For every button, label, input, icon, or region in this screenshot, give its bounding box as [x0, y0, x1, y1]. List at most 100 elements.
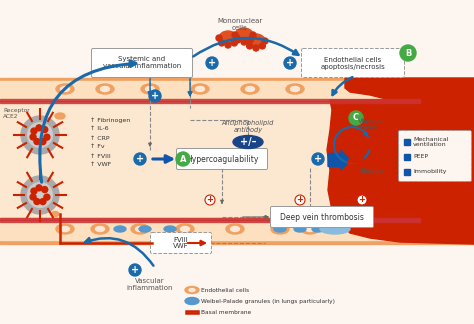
Circle shape [357, 195, 367, 205]
Ellipse shape [56, 84, 74, 94]
Bar [0, 81, 474, 99]
Ellipse shape [146, 87, 155, 91]
Text: Venous
stasis: Venous stasis [358, 118, 383, 131]
Circle shape [241, 39, 247, 45]
Bar [0, 78, 474, 102]
Text: Endothelial cells: Endothelial cells [201, 287, 249, 293]
FancyBboxPatch shape [176, 148, 267, 169]
Text: B: B [405, 49, 411, 57]
Ellipse shape [291, 87, 300, 91]
Ellipse shape [61, 226, 70, 232]
Text: Vascular
inflammation: Vascular inflammation [127, 278, 173, 291]
Text: A: A [180, 155, 186, 164]
Text: Mononuclear
cells: Mononuclear cells [218, 18, 263, 31]
Circle shape [259, 43, 265, 49]
Text: Hypercoagulability: Hypercoagulability [186, 155, 258, 164]
Text: +: + [297, 195, 303, 204]
Text: ↑ CRP: ↑ CRP [90, 135, 109, 141]
Ellipse shape [306, 226, 315, 232]
Bar [404, 139, 410, 145]
Ellipse shape [246, 87, 255, 91]
FancyBboxPatch shape [399, 131, 472, 181]
Circle shape [295, 195, 305, 205]
Text: Mechanical
ventilation: Mechanical ventilation [413, 137, 448, 147]
Text: +: + [314, 154, 322, 164]
Circle shape [349, 111, 363, 125]
Text: ↑ Fibrinogen: ↑ Fibrinogen [90, 117, 130, 123]
Circle shape [34, 139, 40, 145]
Ellipse shape [61, 87, 70, 91]
Polygon shape [345, 78, 474, 101]
Circle shape [232, 32, 238, 38]
Text: Basal membrane: Basal membrane [201, 309, 251, 315]
Circle shape [27, 183, 52, 207]
Circle shape [250, 32, 256, 38]
Ellipse shape [185, 297, 199, 305]
Circle shape [231, 40, 237, 46]
Circle shape [262, 38, 268, 44]
Circle shape [400, 45, 416, 61]
Text: +: + [131, 265, 139, 275]
Ellipse shape [185, 286, 199, 294]
Polygon shape [345, 218, 474, 244]
Circle shape [40, 199, 46, 204]
Text: ↑ IL-6: ↑ IL-6 [90, 126, 109, 132]
Text: +: + [208, 58, 216, 68]
Ellipse shape [131, 224, 149, 234]
Ellipse shape [139, 226, 151, 232]
Ellipse shape [56, 224, 74, 234]
Circle shape [27, 123, 52, 147]
Ellipse shape [247, 34, 265, 48]
Ellipse shape [191, 84, 209, 94]
Text: Sludge: Sludge [360, 168, 384, 174]
FancyBboxPatch shape [271, 206, 374, 227]
Ellipse shape [275, 226, 284, 232]
Ellipse shape [55, 113, 65, 119]
Circle shape [206, 57, 218, 69]
Bar [0, 220, 474, 240]
Ellipse shape [95, 226, 104, 232]
Circle shape [216, 35, 222, 41]
Ellipse shape [100, 87, 109, 91]
Text: Weibel-Palade granules (in lungs particularly): Weibel-Palade granules (in lungs particu… [201, 298, 335, 304]
Text: C: C [353, 113, 359, 122]
Ellipse shape [176, 224, 194, 234]
Text: ↑ FVIII: ↑ FVIII [90, 154, 111, 158]
Ellipse shape [164, 226, 176, 232]
FancyBboxPatch shape [301, 49, 404, 77]
FancyBboxPatch shape [91, 49, 192, 77]
Ellipse shape [219, 31, 237, 45]
Ellipse shape [51, 212, 59, 216]
Circle shape [34, 199, 40, 204]
FancyBboxPatch shape [151, 233, 211, 253]
Ellipse shape [189, 288, 195, 292]
Circle shape [235, 37, 241, 43]
Circle shape [134, 153, 146, 165]
Ellipse shape [226, 224, 244, 234]
Ellipse shape [195, 87, 204, 91]
Bar [0, 100, 474, 220]
Circle shape [31, 188, 37, 194]
Text: Endothelial cells
apoptosis/necrosis: Endothelial cells apoptosis/necrosis [320, 56, 385, 70]
Text: PEEP: PEEP [413, 155, 428, 159]
Bar [0, 99, 420, 100]
Bar [404, 169, 410, 175]
Text: Antiphopholipid
antibody: Antiphopholipid antibody [222, 120, 274, 133]
Circle shape [42, 127, 48, 133]
Circle shape [219, 40, 225, 46]
Circle shape [234, 35, 240, 41]
Circle shape [149, 90, 161, 102]
Ellipse shape [96, 84, 114, 94]
Ellipse shape [301, 224, 319, 234]
Text: +: + [358, 195, 365, 204]
Text: FVIII
VWF: FVIII VWF [173, 237, 189, 249]
Circle shape [31, 128, 37, 134]
Circle shape [21, 176, 59, 214]
Ellipse shape [230, 226, 239, 232]
Circle shape [253, 45, 259, 51]
Ellipse shape [241, 84, 259, 94]
Ellipse shape [181, 226, 190, 232]
Ellipse shape [141, 84, 159, 94]
Bar [0, 220, 420, 222]
Ellipse shape [91, 224, 109, 234]
